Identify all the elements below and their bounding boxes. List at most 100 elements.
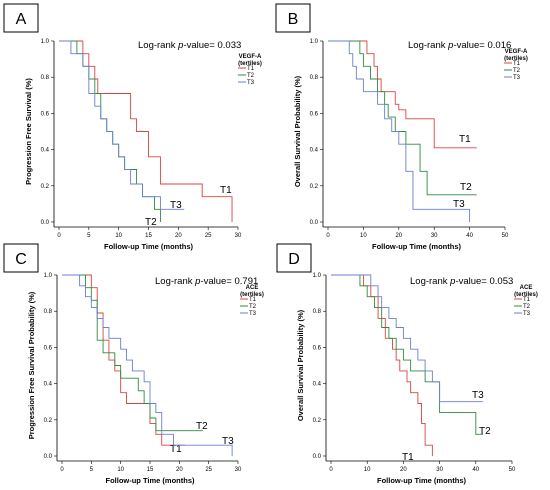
x-tick-label: 0 — [329, 467, 333, 473]
curve-label-t2: T2 — [479, 426, 491, 437]
legend-title: ACE — [520, 285, 533, 291]
legend-title: VEGF-A — [239, 54, 262, 60]
chart-panel-d: D 0 10 20 30 40 50 0.0 0.2 0.4 0.6 0.8 1.0 Follow-up … — [276, 243, 538, 485]
legend-item: T3 — [249, 311, 257, 317]
legend-title: (tertiles) — [238, 61, 262, 67]
km-curve-t1 — [62, 274, 186, 446]
y-tick-label: 0.8 — [310, 75, 319, 81]
x-tick-label: 5 — [90, 467, 94, 473]
panel-letter: C — [15, 251, 27, 268]
legend-item: T3 — [523, 311, 531, 317]
legend-item: T3 — [513, 75, 521, 81]
x-axis-title: Follow-up Time (months) — [105, 476, 195, 485]
panel-letter-box — [276, 243, 312, 273]
x-tick-label: 25 — [205, 467, 212, 473]
x-tick-label: 20 — [176, 467, 183, 473]
pvalue-italic: p — [177, 40, 183, 51]
y-axis-title: Progression Free Survival Probability (%… — [27, 291, 36, 439]
legend-item: T2 — [249, 304, 257, 310]
legend-item: T1 — [249, 297, 257, 303]
panel-letter-box — [275, 3, 311, 33]
km-curve-t3 — [331, 274, 484, 403]
legend-title: (tertiles) — [240, 292, 264, 298]
pvalue-annotation: Log-rank p-value= 0.033 — [138, 40, 241, 51]
km-curve-t1 — [328, 40, 477, 149]
y-tick-label: 0.6 — [44, 345, 53, 351]
y-tick-label: 1.0 — [313, 273, 322, 279]
y-axis-title: Overall Survival Probability (%) — [296, 309, 305, 421]
x-tick-label: 10 — [117, 467, 124, 473]
y-tick-label: 0.0 — [313, 454, 322, 460]
km-curve-t1 — [59, 40, 233, 222]
pvalue-prefix: Log-rank — [410, 276, 450, 287]
y-tick-label: 1.0 — [44, 273, 53, 279]
chart-panel-a: A 0 5 10 15 20 25 30 0.0 0.2 0.4 0.6 0.8 1.0 Follow-up… — [3, 3, 262, 251]
y-tick-label: 0.4 — [41, 148, 50, 154]
km-curve-t2 — [328, 40, 477, 196]
legend-title: (tertiles) — [504, 56, 528, 62]
pvalue-annotation: Log-rank p-value= 0.016 — [408, 40, 511, 51]
y-tick-label: 0.8 — [313, 309, 322, 315]
x-tick-label: 5 — [87, 233, 91, 239]
legend-item: T1 — [513, 61, 521, 67]
y-tick-label: 0.0 — [44, 454, 53, 460]
x-tick-label: 25 — [205, 233, 212, 239]
curve-label-t1: T1 — [402, 452, 414, 463]
pvalue-annotation: Log-rank p-value= 0.053 — [410, 276, 513, 287]
y-axis-title: Progression Free Survival (%) — [24, 78, 33, 185]
legend-item: T1 — [247, 66, 255, 72]
y-tick-label: 0.6 — [310, 111, 319, 117]
legend-title: ACE — [246, 285, 259, 291]
x-axis-title: Follow-up Time (months) — [372, 242, 462, 251]
x-tick-label: 10 — [360, 233, 367, 239]
y-axis-title: Overall Survival Probability (%) — [293, 75, 302, 187]
x-tick-label: 15 — [147, 467, 154, 473]
y-tick-label: 0.0 — [310, 220, 319, 226]
panel-letter-box — [3, 3, 39, 33]
pvalue-suffix: -value= 0.033 — [183, 40, 241, 51]
y-tick-label: 0.6 — [313, 345, 322, 351]
legend-title: VEGF-A — [505, 49, 528, 55]
legend-item: T2 — [513, 68, 521, 74]
x-tick-label: 15 — [145, 233, 152, 239]
x-tick-label: 10 — [115, 233, 122, 239]
x-tick-label: 50 — [502, 233, 509, 239]
x-tick-label: 30 — [235, 233, 242, 239]
pvalue-italic: p — [449, 276, 455, 287]
curve-label-t1: T1 — [220, 185, 232, 196]
legend-title: (tertiles) — [514, 292, 538, 298]
y-tick-label: 0.2 — [44, 418, 53, 424]
curve-label-t2: T2 — [145, 217, 157, 228]
legend-item: T1 — [523, 297, 531, 303]
curve-label-t3: T3 — [472, 390, 484, 401]
x-axis-title: Follow-up Time (months) — [377, 476, 467, 485]
x-tick-label: 30 — [436, 467, 443, 473]
y-tick-label: 0.2 — [310, 184, 319, 190]
pvalue-prefix: Log-rank — [408, 40, 448, 51]
curve-label-t2: T2 — [460, 182, 472, 193]
x-tick-label: 20 — [400, 467, 407, 473]
km-curve-t2 — [331, 274, 484, 435]
x-tick-label: 40 — [466, 233, 473, 239]
panel-letter: D — [288, 251, 300, 268]
km-curve-t3 — [328, 40, 471, 222]
panel-letter: B — [288, 11, 299, 28]
x-tick-label: 50 — [509, 467, 516, 473]
x-tick-label: 10 — [364, 467, 371, 473]
y-tick-label: 0.0 — [41, 220, 50, 226]
x-tick-label: 20 — [395, 233, 402, 239]
x-tick-label: 0 — [57, 233, 61, 239]
pvalue-prefix: Log-rank — [138, 40, 178, 51]
pvalue-italic: p — [447, 40, 453, 51]
y-tick-label: 0.4 — [44, 382, 53, 388]
y-tick-label: 0.2 — [41, 184, 50, 190]
pvalue-suffix: -value= 0.053 — [455, 276, 513, 287]
y-tick-label: 0.2 — [313, 418, 322, 424]
y-tick-label: 0.8 — [44, 309, 53, 315]
curve-label-t3: T3 — [453, 199, 465, 210]
legend-item: T2 — [523, 304, 531, 310]
y-tick-label: 0.8 — [41, 75, 50, 81]
